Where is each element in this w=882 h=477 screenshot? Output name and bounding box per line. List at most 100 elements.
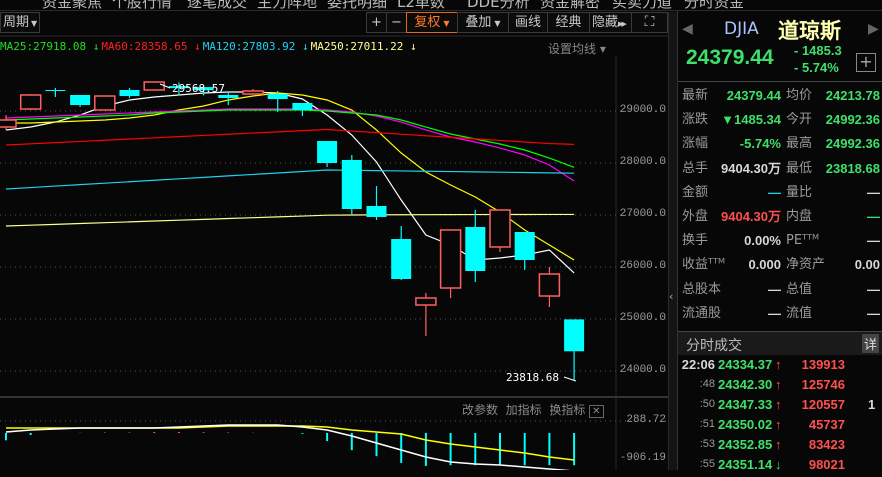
quote-label: 净资产 (786, 257, 826, 273)
quote-value: — (768, 305, 781, 321)
quote-value: 24992.36 (825, 112, 880, 128)
candle-body (439, 229, 462, 289)
menu-tab[interactable]: 资金聚焦 (42, 0, 103, 11)
add-watchlist-button[interactable]: + (856, 53, 876, 72)
candle-body (218, 94, 239, 98)
ma-line (5, 108, 575, 182)
quote-value: — (867, 184, 880, 200)
quote-value: 23818.68 (825, 160, 880, 176)
candle-body (465, 227, 486, 272)
prev-stock-icon[interactable]: ◀ (682, 21, 693, 37)
stock-name: 道琼斯 (778, 19, 841, 43)
hide-button[interactable]: 隐藏▶▶ (589, 12, 632, 33)
hide-label: 隐藏 (592, 15, 619, 30)
quote-label: 最高 (786, 136, 813, 152)
high-arrow (159, 83, 171, 89)
menu-tab[interactable]: L2单数 (397, 0, 445, 11)
tick-price: 24351.14 (718, 457, 773, 472)
overlay-dropdown[interactable]: 叠加 ▼ (457, 12, 509, 33)
double-chevron-right-icon: ▶▶ (618, 20, 627, 28)
quote-label: 今开 (786, 112, 813, 128)
ma-line (5, 213, 575, 227)
ma-legend: MA25:27918.08 ↓ MA60:28358.65 ↓ MA120:2780… (0, 40, 419, 56)
menu-tab[interactable]: DDE分析 (467, 0, 530, 11)
ma-line (5, 169, 575, 190)
candle-body (514, 232, 535, 260)
candle-body (168, 86, 189, 89)
arrow-up-icon: ↑ (775, 377, 782, 392)
ma-legend-item: MA250:27011.22 ↓ (310, 40, 417, 53)
next-stock-icon[interactable]: ▶ (868, 21, 879, 37)
chevron-down-icon: ▼ (443, 19, 450, 28)
quote-value: 24213.78 (825, 88, 880, 103)
draw-line-button[interactable]: 画线 (508, 12, 548, 33)
quote-value: 9404.30万 (721, 209, 781, 224)
change-params-button[interactable]: 改参数 (462, 403, 499, 417)
divider (678, 81, 882, 82)
price-change-pct: - 5.74% (794, 60, 839, 75)
price-axis-label: 24000.0 (619, 364, 666, 376)
quote-label: 外盘 (682, 209, 709, 224)
menu-tab[interactable]: 买卖力道 (612, 0, 673, 11)
collapse-left-icon[interactable]: ‹ (669, 290, 674, 303)
ma-legend-item: MA25:27918.08 ↓ (0, 40, 100, 53)
indicator-line (5, 424, 571, 470)
quote-value: — (867, 209, 880, 224)
quote-label: 量比 (786, 184, 813, 200)
zoom-out-button[interactable]: − (386, 12, 407, 33)
price-axis-label: 26000.0 (619, 260, 666, 272)
tick-price: 24352.85 (718, 437, 773, 452)
quote-value: 24992.36 (825, 136, 880, 152)
candle-body (45, 89, 66, 91)
indicator-toolbar: 改参数 加指标 换指标 ✕ (462, 401, 604, 418)
price-axis-label: 27000.0 (619, 208, 666, 220)
quote-label: 内盘 (786, 209, 813, 224)
fullscreen-icon: ⛶ (644, 14, 655, 30)
tick-price: 24347.33 (718, 397, 773, 412)
quote-value: — (867, 305, 880, 321)
tick-row: :48 24342.30 ↑ 125746 (678, 377, 882, 397)
quote-value: — (867, 281, 880, 297)
tick-price: 24350.02 (718, 417, 773, 432)
candle-body (391, 239, 412, 280)
tick-extra: 1 (868, 397, 876, 412)
switch-indicator-button[interactable]: 换指标 (549, 403, 586, 417)
ticks-detail-button[interactable]: 详 (862, 334, 880, 353)
indicator-axis-label: 288.72 (626, 414, 666, 426)
ma-line (6, 92, 575, 261)
menu-tab[interactable]: 个股行情 (112, 0, 173, 11)
candle-body (94, 95, 116, 111)
quote-label: 均价 (786, 88, 813, 103)
candle-body (119, 89, 140, 97)
menu-tab[interactable]: 逐笔成交 (187, 0, 248, 11)
candle-body (489, 209, 511, 248)
menu-tab[interactable]: 资金解密 (540, 0, 601, 11)
arrow-down-icon: ↓ (775, 457, 782, 472)
classic-button[interactable]: 经典 (547, 12, 590, 33)
menu-tab[interactable]: 分时资金 (684, 0, 745, 11)
indicator-axis-label: -906.19 (619, 452, 666, 464)
period-dropdown[interactable]: 周期 ▼ (0, 12, 40, 33)
arrow-up-icon: ↑ (775, 357, 782, 372)
price-change: - 1485.3 (794, 43, 842, 58)
menu-tab[interactable]: 委托明细 (327, 0, 388, 11)
quote-value: 9404.30万 (721, 160, 781, 176)
quote-label: 涨跌 (682, 112, 709, 128)
panel-splitter[interactable]: ‹ (668, 12, 677, 470)
fullscreen-button[interactable]: ⛶ (631, 12, 668, 33)
indicator-line (6, 425, 575, 461)
candle-body (70, 94, 91, 106)
candle-body (193, 87, 214, 91)
fuquan-label: 复权 (414, 15, 441, 30)
quote-label: 总股本 (682, 281, 722, 297)
quote-label: 总手 (682, 160, 709, 176)
quote-value: — (867, 233, 880, 249)
candle-body (415, 297, 437, 306)
set-ma-button[interactable]: 设置均线 ▾ (548, 42, 606, 56)
kline-chart[interactable]: 29568.57 23818.68 (0, 0, 668, 470)
add-indicator-button[interactable]: 加指标 (505, 403, 542, 417)
menu-tab[interactable]: 主力阵地 (257, 0, 318, 11)
quote-value: 24379.44 (726, 88, 781, 103)
quote-value: -5.74% (739, 136, 781, 152)
close-indicator-icon[interactable]: ✕ (589, 405, 604, 418)
